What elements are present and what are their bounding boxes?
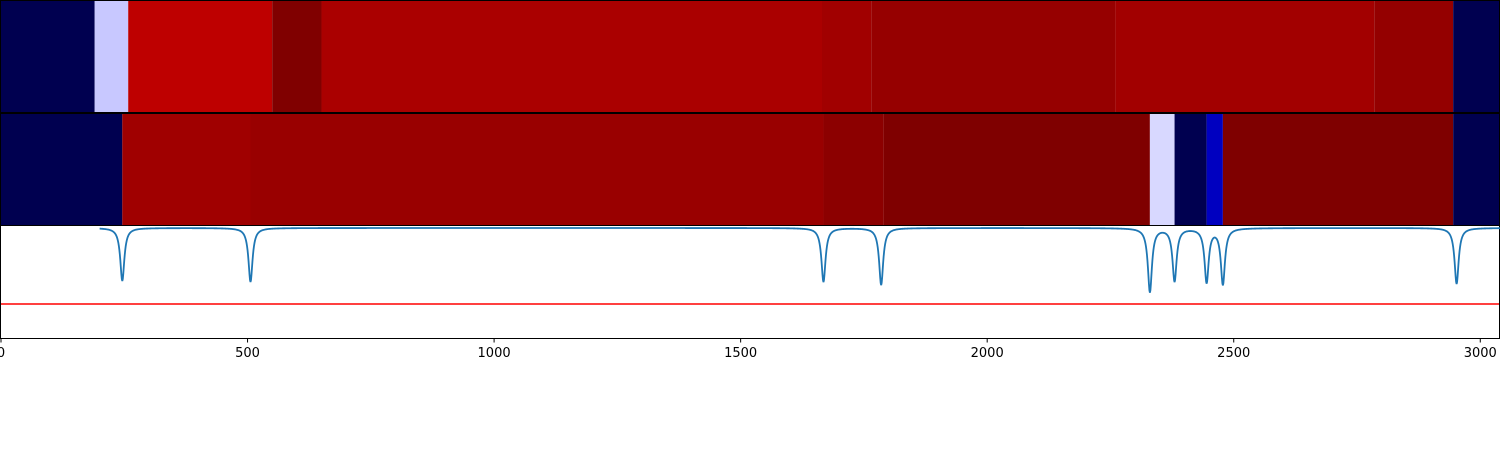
heatmap-cell <box>250 114 824 225</box>
x-tick-label: 1000 <box>478 346 511 361</box>
x-tick-label: 1500 <box>724 346 757 361</box>
spectrum-line <box>99 227 1500 293</box>
heatmap-cell <box>1 1 95 112</box>
heatmap-cell <box>272 1 322 112</box>
heatmap-cell <box>1115 1 1375 112</box>
heatmap-cell <box>321 1 822 112</box>
heatmap-bottom <box>0 113 1500 226</box>
heatmap-cell <box>871 1 1116 112</box>
x-axis: 0 500 1000 1500 2000 2500 3000 <box>0 338 1497 361</box>
x-tick-label: 3000 <box>1464 346 1497 361</box>
line-panel <box>0 226 1500 339</box>
heatmap-cell <box>128 1 273 112</box>
heatmap-cell <box>1174 114 1207 225</box>
x-tick-label: 2500 <box>1217 346 1250 361</box>
heatmap-cell <box>1453 1 1500 112</box>
heatmap-cell <box>1206 114 1223 225</box>
heatmap-cell <box>122 114 251 225</box>
heatmap-cell <box>1374 1 1454 112</box>
heatmap-cell <box>823 114 884 225</box>
heatmap-cell <box>1222 114 1454 225</box>
x-tick-label: 500 <box>235 346 260 361</box>
heatmap-cell <box>1149 114 1175 225</box>
heatmap-cell <box>1453 114 1500 225</box>
heatmap-top <box>0 0 1500 113</box>
heatmap-cell <box>821 1 872 112</box>
x-tick-label: 0 <box>0 346 5 361</box>
x-tick-label: 2000 <box>971 346 1004 361</box>
heatmap-cell <box>94 1 129 112</box>
heatmap-cell <box>883 114 1150 225</box>
heatmap-cell <box>1 114 123 225</box>
